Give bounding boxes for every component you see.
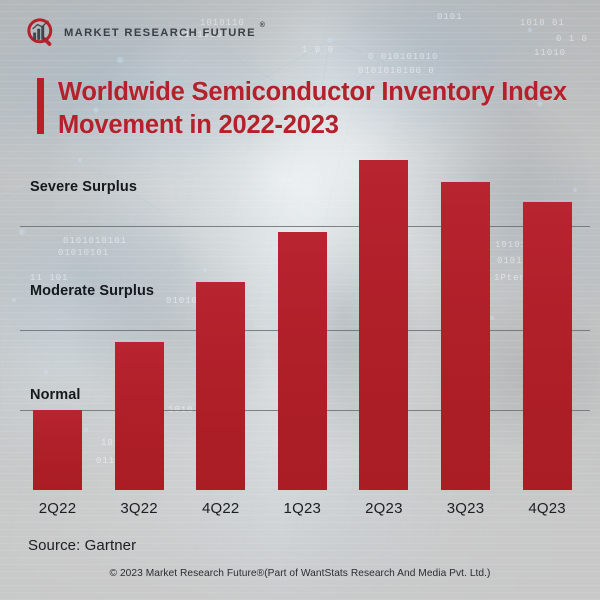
copyright-notice: © 2023 Market Research Future®(Part of W… [109,568,491,579]
title-accent-bar [37,78,44,135]
bar-3Q22[interactable] [114,342,164,490]
binary-fleck-16: 0 1 0 [556,34,589,44]
binary-fleck-17: 11010 [534,48,567,58]
binary-fleck-13: 1 0 0 [302,45,335,55]
bar-4Q22[interactable] [196,282,246,490]
brand-wordmark-text: MARKET RESEARCH FUTURE [64,27,256,39]
brand-logo[interactable]: MARKET RESEARCH FUTURE ® [27,18,265,48]
x-axis-tick-4Q22: 4Q22 [201,500,240,517]
x-axis-tick-1Q23: 1Q23 [283,500,322,517]
x-axis-tick-2Q23: 2Q23 [365,500,403,517]
page-title-line-1: Worldwide Semiconductor Inventory Index [58,78,567,106]
x-axis-tick-3Q23: 3Q23 [446,500,485,517]
chart-source: Source: Gartner [28,537,137,554]
x-axis-tick-4Q23: 4Q23 [528,500,566,517]
x-axis-tick-3Q22: 3Q22 [120,500,158,517]
page-title-line-2: Movement in 2022-2023 [58,111,339,140]
magnifier-bar-chart-icon [27,18,53,46]
binary-fleck-15: 1010 01 [520,18,565,28]
bar-chart: Normal Moderate Surplus Severe Surplus [0,150,600,495]
brand-wordmark: MARKET RESEARCH FUTURE ® [64,22,265,39]
binary-fleck-14: 0101 [437,12,463,22]
y-axis-label-normal: Normal [30,387,81,403]
bar-4Q23[interactable] [522,202,572,490]
y-axis-label-moderate-surplus: Moderate Surplus [30,283,155,299]
bar-2Q22[interactable] [33,410,82,490]
bar-3Q23[interactable] [441,182,490,490]
binary-fleck-12: 0101010100 0 [358,66,435,76]
y-axis-label-severe-surplus: Severe Surplus [30,179,137,195]
x-axis-tick-2Q22: 2Q22 [38,500,77,517]
page-title: Worldwide Semiconductor Inventory Index … [37,76,567,142]
bar-2Q23[interactable] [359,160,409,490]
registered-trademark-icon: ® [259,22,265,29]
binary-fleck-11: 0 010101010 [368,52,439,62]
bar-1Q23[interactable] [277,232,327,490]
gridline-2 [20,226,590,227]
